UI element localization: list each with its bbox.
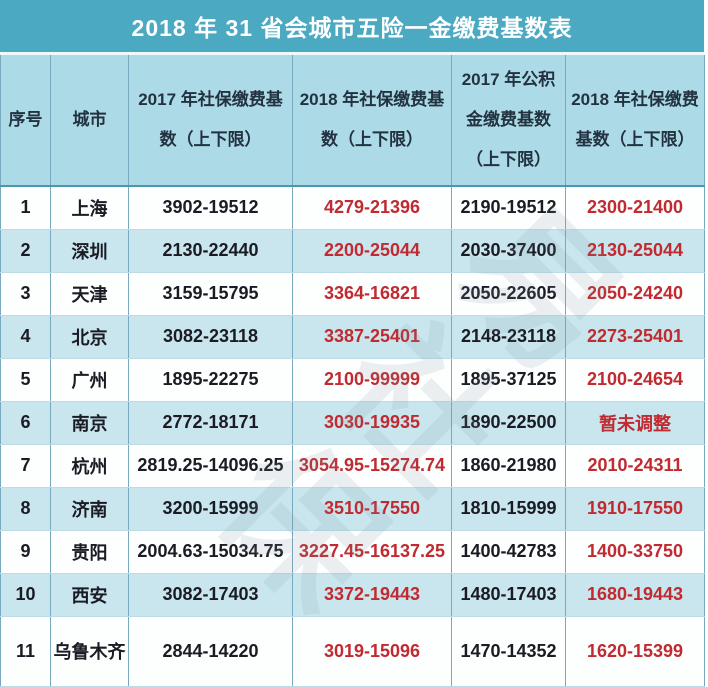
cell-fund-2017: 2148-23118 [451,314,566,359]
cell-city: 乌鲁木齐 [50,615,129,687]
cell-social-2018b: 2130-25044 [565,228,705,273]
cell-social-2018: 3387-25401 [292,314,452,359]
cell-serial: 2 [0,228,51,273]
cell-fund-2017: 1895-37125 [451,357,566,402]
header-row: 序号 城市 2017 年社保缴费基 数（上下限） 2018 年社保缴费基 数（上… [0,55,705,187]
cell-serial: 7 [0,443,51,488]
table-header: 序号 城市 2017 年社保缴费基 数（上下限） 2018 年社保缴费基 数（上… [0,55,705,187]
cell-fund-2017: 1470-14352 [451,615,566,687]
cell-social-2017: 2819.25-14096.25 [128,443,293,488]
cell-fund-2017: 2030-37400 [451,228,566,273]
cell-serial: 9 [0,529,51,574]
cell-social-2017: 3159-15795 [128,271,293,316]
cell-social-2018: 3030-19935 [292,400,452,445]
cell-city: 贵阳 [50,529,129,574]
col-header-social-2018: 2018 年社保缴费基 数（上下限） [292,55,452,187]
cell-social-2018: 4279-21396 [292,185,452,230]
cell-fund-2017: 1860-21980 [451,443,566,488]
col-header-fund-2017: 2017 年公积 金缴费基数 （上下限） [451,55,566,187]
cell-city: 上海 [50,185,129,230]
cell-social-2018: 3364-16821 [292,271,452,316]
cell-social-2018b: 2100-24654 [565,357,705,402]
col-header-serial: 序号 [0,55,51,187]
cell-social-2017: 3902-19512 [128,185,293,230]
cell-social-2018b: 2010-24311 [565,443,705,488]
cell-social-2018b: 1680-19443 [565,572,705,617]
fee-base-table: 序号 城市 2017 年社保缴费基 数（上下限） 2018 年社保缴费基 数（上… [0,55,705,687]
cell-social-2018b: 2050-24240 [565,271,705,316]
cell-social-2017: 2772-18171 [128,400,293,445]
cell-fund-2017: 1480-17403 [451,572,566,617]
table-row: 9 贵阳 2004.63-15034.75 3227.45-16137.25 1… [0,529,705,574]
cell-city: 杭州 [50,443,129,488]
cell-social-2018: 3510-17550 [292,486,452,531]
cell-fund-2017: 2190-19512 [451,185,566,230]
cell-serial: 5 [0,357,51,402]
cell-serial: 4 [0,314,51,359]
cell-social-2018b: 1910-17550 [565,486,705,531]
cell-social-2018: 3054.95-15274.74 [292,443,452,488]
table-row: 3 天津 3159-15795 3364-16821 2050-22605 20… [0,271,705,316]
cell-city: 天津 [50,271,129,316]
col-header-city: 城市 [50,55,129,187]
table-row: 8 济南 3200-15999 3510-17550 1810-15999 19… [0,486,705,531]
table-row: 2 深圳 2130-22440 2200-25044 2030-37400 21… [0,228,705,273]
cell-serial: 1 [0,185,51,230]
cell-social-2018: 3019-15096 [292,615,452,687]
table-row: 11 乌鲁木齐 2844-14220 3019-15096 1470-14352… [0,615,705,687]
cell-social-2018b: 1400-33750 [565,529,705,574]
cell-social-2017: 2130-22440 [128,228,293,273]
cell-social-2017: 3082-23118 [128,314,293,359]
cell-social-2018b: 2300-21400 [565,185,705,230]
cell-social-2018b: 暂未调整 [565,400,705,445]
cell-city: 深圳 [50,228,129,273]
cell-fund-2017: 1810-15999 [451,486,566,531]
cell-fund-2017: 1890-22500 [451,400,566,445]
cell-social-2018b: 2273-25401 [565,314,705,359]
cell-social-2018b: 1620-15399 [565,615,705,687]
col-header-social-2018b: 2018 年社保缴费 基数（上下限） [565,55,705,187]
cell-city: 北京 [50,314,129,359]
cell-social-2018: 3227.45-16137.25 [292,529,452,574]
cell-social-2018: 2200-25044 [292,228,452,273]
cell-social-2017: 1895-22275 [128,357,293,402]
cell-city: 广州 [50,357,129,402]
cell-city: 西安 [50,572,129,617]
cell-social-2017: 2004.63-15034.75 [128,529,293,574]
cell-fund-2017: 2050-22605 [451,271,566,316]
table-row: 5 广州 1895-22275 2100-99999 1895-37125 21… [0,357,705,402]
cell-fund-2017: 1400-42783 [451,529,566,574]
title-bar: 2018 年 31 省会城市五险一金缴费基数表 [0,0,704,55]
cell-social-2018: 2100-99999 [292,357,452,402]
cell-social-2017: 2844-14220 [128,615,293,687]
cell-serial: 3 [0,271,51,316]
page-title: 2018 年 31 省会城市五险一金缴费基数表 [131,15,573,41]
table-body: 1 上海 3902-19512 4279-21396 2190-19512 23… [0,185,705,687]
table-row: 1 上海 3902-19512 4279-21396 2190-19512 23… [0,185,705,230]
table-row: 4 北京 3082-23118 3387-25401 2148-23118 22… [0,314,705,359]
cell-serial: 6 [0,400,51,445]
cell-serial: 11 [0,615,51,687]
col-header-social-2017: 2017 年社保缴费基 数（上下限） [128,55,293,187]
cell-serial: 8 [0,486,51,531]
cell-serial: 10 [0,572,51,617]
cell-social-2017: 3200-15999 [128,486,293,531]
cell-social-2018: 3372-19443 [292,572,452,617]
table-row: 10 西安 3082-17403 3372-19443 1480-17403 1… [0,572,705,617]
table-row: 6 南京 2772-18171 3030-19935 1890-22500 暂未… [0,400,705,445]
cell-city: 济南 [50,486,129,531]
cell-social-2017: 3082-17403 [128,572,293,617]
cell-city: 南京 [50,400,129,445]
table-row: 7 杭州 2819.25-14096.25 3054.95-15274.74 1… [0,443,705,488]
